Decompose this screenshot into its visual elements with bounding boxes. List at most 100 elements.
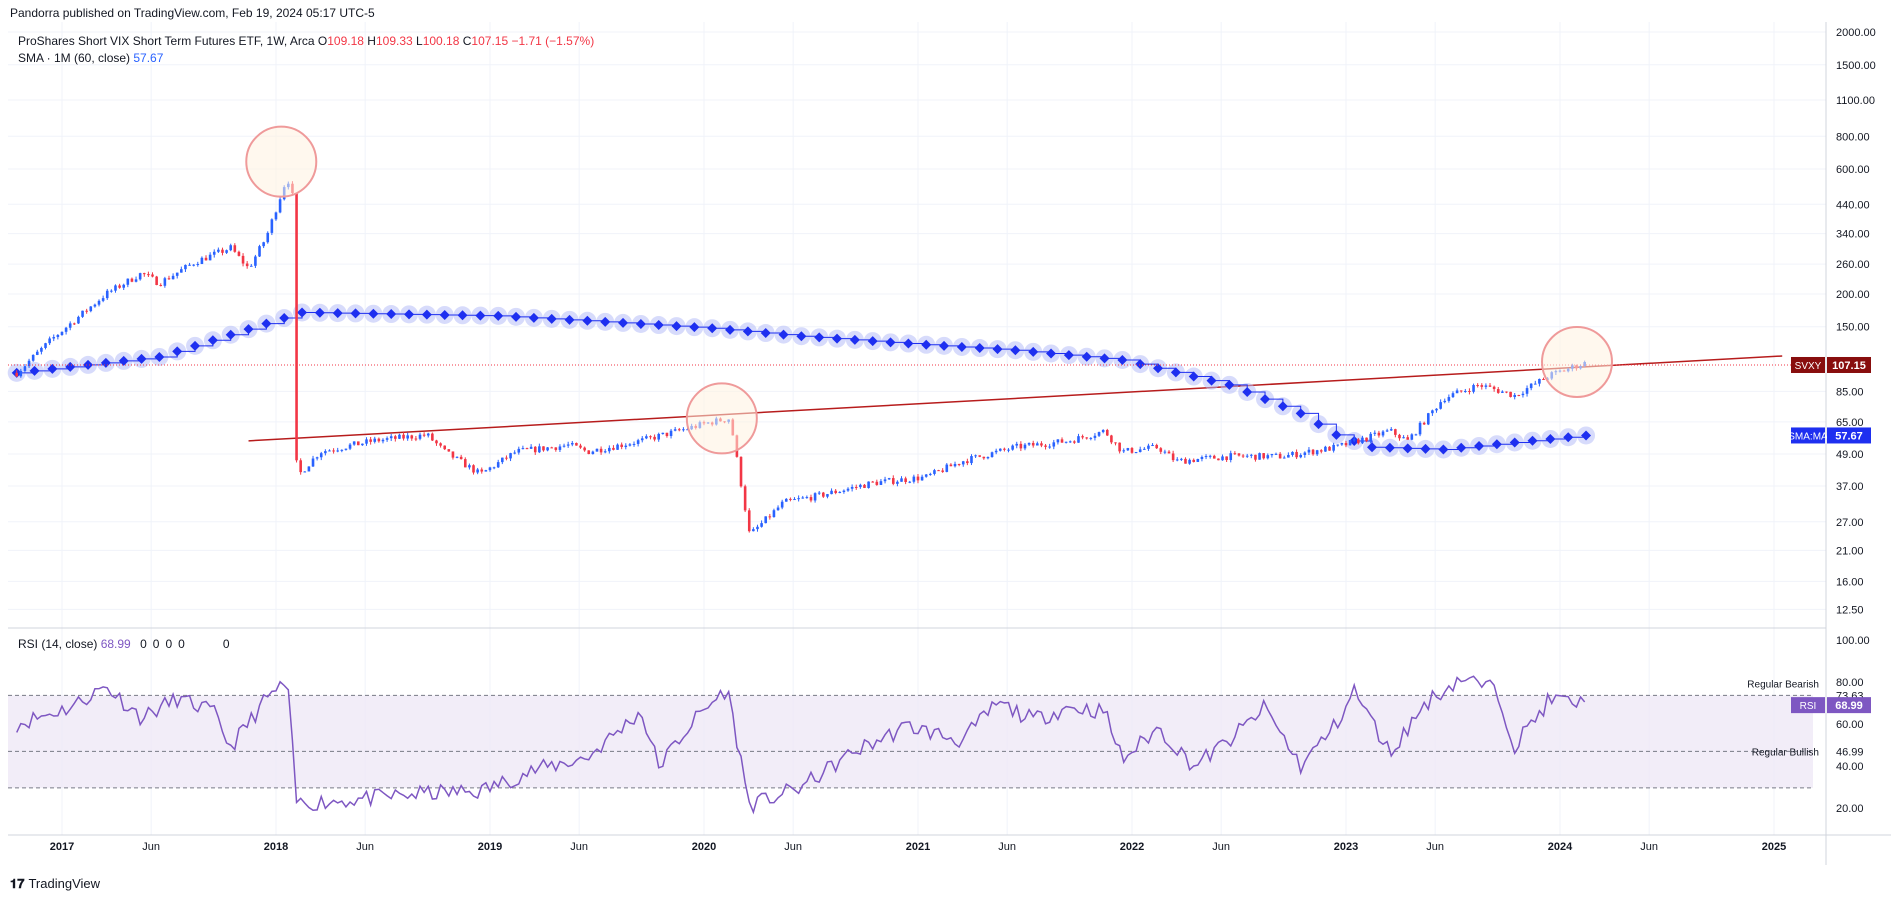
candle-body (1167, 451, 1171, 454)
candle-body (1542, 378, 1545, 380)
sma-marker (261, 318, 272, 329)
price-tick-label: 340.00 (1836, 229, 1870, 241)
time-tick-label: Jun (1426, 841, 1444, 853)
candle-body (476, 469, 479, 473)
sma-marker (1260, 394, 1271, 405)
sma-marker (172, 346, 183, 357)
rsi-tick-label: 80.00 (1836, 677, 1864, 689)
candle-body (784, 498, 788, 502)
candle-body (542, 446, 545, 451)
candle-body (978, 455, 982, 457)
sma-marker (1438, 444, 1449, 455)
candle-body (443, 445, 447, 450)
candle-body (620, 444, 623, 448)
candle-body (739, 456, 743, 487)
candle-body (118, 285, 121, 288)
candle-body (603, 451, 607, 453)
candle-body (332, 450, 335, 452)
highlight-circles[interactable] (245, 125, 1614, 455)
tradingview-footer[interactable]: 𝟏𝟕 TradingView (10, 876, 100, 892)
candle-body (850, 486, 854, 489)
candle-body (817, 492, 821, 494)
sma-marker (832, 333, 843, 344)
sma-marker (439, 309, 450, 320)
candle-body (31, 354, 35, 361)
candle-body (68, 323, 72, 328)
candle-body (1217, 458, 1220, 461)
candle-body (1044, 445, 1047, 447)
price-labels: SVXY 107.15 SMA:MA 57.67 RSI 68.99 Regular Bea… (1747, 356, 1871, 758)
candle-body (826, 494, 829, 497)
candle-body (1188, 459, 1191, 464)
candle-body (1472, 385, 1475, 392)
candle-body (212, 251, 216, 255)
rsi-tick-label: 20.00 (1836, 803, 1864, 815)
rsi-last-tag-label: RSI (1800, 701, 1817, 712)
candle-body (114, 285, 117, 291)
candle-body (196, 263, 200, 265)
candle-body (1410, 434, 1414, 440)
rsi-legend-value: 68.99 (100, 637, 131, 651)
candle-body (1031, 442, 1035, 446)
sma-marker (689, 322, 700, 333)
candle-body (299, 460, 302, 473)
candle-body (1402, 437, 1405, 439)
candle-body (1418, 422, 1422, 435)
candle-body (924, 474, 928, 477)
candle-body (394, 436, 397, 439)
candle-body (1229, 453, 1233, 461)
rsi-lower-label: Regular Bullish (1752, 747, 1819, 758)
candle-body (315, 457, 319, 459)
candle-body (830, 490, 833, 495)
candle-body (258, 246, 261, 257)
sma-marker (1224, 379, 1235, 390)
candle-body (130, 278, 134, 282)
candle-body (1143, 448, 1146, 450)
sma-marker (1313, 419, 1324, 430)
sma-legend-label: SMA · 1M (60, close) (18, 51, 131, 65)
sma-marker (992, 344, 1003, 355)
candle-body (1110, 435, 1113, 443)
rsi-upper-label: Regular Bearish (1747, 679, 1819, 690)
candle-body (270, 219, 274, 233)
candle-body (583, 447, 586, 451)
price-tick-label: 260.00 (1836, 259, 1870, 271)
candle-body (1525, 388, 1529, 394)
candle-body (525, 448, 529, 450)
candle-body (89, 306, 93, 312)
sma-marker (1581, 430, 1592, 441)
candle-body (760, 523, 763, 527)
candle-body (538, 446, 541, 453)
sma-marker (332, 308, 343, 319)
candle-body (636, 440, 640, 444)
candle-body (982, 456, 986, 459)
candle-body (1357, 439, 1360, 444)
trendline[interactable] (248, 355, 1783, 442)
candle-body (480, 469, 484, 472)
candle-series (8, 181, 1826, 533)
candle-body (245, 263, 249, 267)
candle-body (1299, 454, 1303, 458)
price-tick-label: 12.50 (1836, 604, 1864, 616)
sma-marker (600, 316, 611, 327)
candle-body (863, 484, 866, 488)
sma-marker (671, 321, 682, 332)
last-price-value: 107.15 (1832, 360, 1866, 372)
sma-marker (582, 315, 593, 326)
candle-body (426, 433, 430, 436)
sma-marker (635, 318, 646, 329)
symbol-legend: ProShares Short VIX Short Term Futures E… (18, 34, 594, 48)
candle-body (838, 491, 842, 494)
sma-last-value: 57.67 (1835, 430, 1863, 442)
sma-marker (956, 341, 967, 352)
candle-body (340, 449, 344, 451)
time-tick-label: 2020 (692, 841, 716, 853)
sma-legend[interactable]: SMA · 1M (60, close) 57.67 (18, 51, 163, 65)
candle-body (175, 272, 179, 276)
candle-body (463, 459, 467, 468)
candle-body (352, 441, 356, 445)
price-tick-label: 600.00 (1836, 164, 1870, 176)
sma-marker (1063, 350, 1074, 361)
